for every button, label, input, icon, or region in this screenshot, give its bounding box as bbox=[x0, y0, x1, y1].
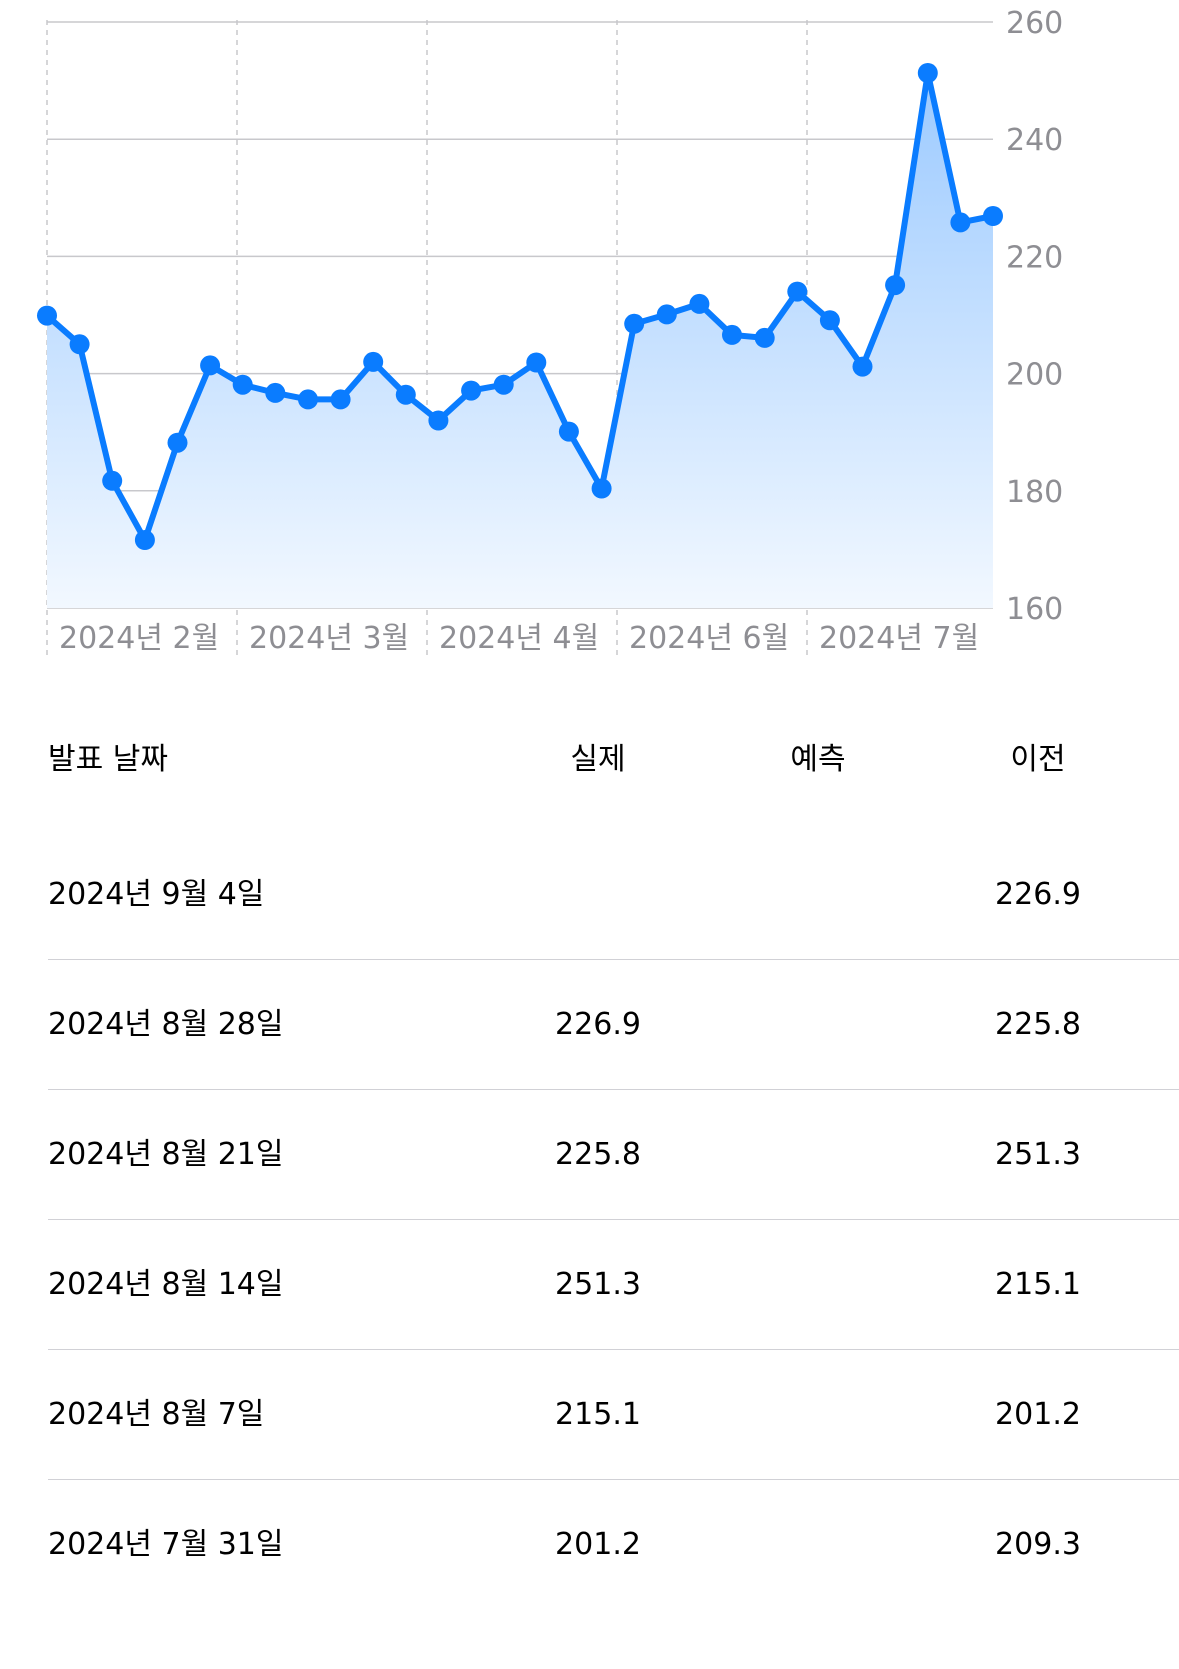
row-previous: 225.8 bbox=[995, 1007, 1081, 1042]
chart-data-point bbox=[558, 421, 579, 442]
chart-data-point bbox=[917, 63, 938, 83]
row-previous: 226.9 bbox=[995, 877, 1081, 912]
chart-data-point bbox=[885, 275, 906, 296]
chart-data-point bbox=[330, 389, 351, 410]
chart-data-point bbox=[689, 293, 710, 314]
chart-data-point bbox=[493, 374, 514, 395]
chart-data-point bbox=[37, 305, 57, 326]
line-chart: 260 240 220 200 180 160 2024년 2월 2024년 3월 2024년… bbox=[37, 6, 1063, 658]
chart-data-point bbox=[298, 389, 318, 410]
row-previous: 201.2 bbox=[995, 1397, 1081, 1432]
table-row: 2024년 8월 28일 226.9 225.8 bbox=[0, 975, 1179, 1105]
row-date: 2024년 7월 31일 bbox=[48, 1527, 284, 1562]
header-actual: 실제 bbox=[570, 742, 626, 777]
y-tick-label: 220 bbox=[1006, 240, 1063, 275]
row-previous: 215.1 bbox=[995, 1267, 1081, 1302]
row-divider bbox=[48, 959, 1179, 960]
row-previous: 251.3 bbox=[995, 1137, 1081, 1172]
header-previous: 이전 bbox=[1010, 742, 1066, 777]
y-tick-label: 260 bbox=[1006, 6, 1063, 41]
chart-data-point bbox=[819, 310, 840, 331]
history-table: 발표 날짜 실제 예측 이전 2024년 9월 4일 226.9 2024년 8… bbox=[0, 740, 1179, 1562]
row-actual: 201.2 bbox=[555, 1527, 641, 1562]
header-forecast: 예측 bbox=[790, 742, 846, 777]
x-tick-label: 2024년 3월 bbox=[249, 621, 409, 656]
table-row: 2024년 9월 4일 226.9 bbox=[0, 845, 1179, 975]
chart-data-point bbox=[983, 206, 1003, 226]
chart-data-point bbox=[232, 374, 253, 395]
x-tick-label: 2024년 7월 bbox=[819, 621, 979, 656]
row-date: 2024년 9월 4일 bbox=[48, 877, 265, 912]
chart-data-point bbox=[852, 356, 873, 377]
row-divider bbox=[48, 1349, 1179, 1350]
chart-data-point bbox=[461, 380, 482, 401]
chart-data-point bbox=[656, 304, 677, 325]
table-header: 발표 날짜 실제 예측 이전 bbox=[0, 740, 1179, 810]
chart-data-point bbox=[265, 382, 286, 403]
header-release-date: 발표 날짜 bbox=[48, 742, 168, 777]
chart-data-point bbox=[200, 355, 221, 376]
chart-data-point bbox=[167, 432, 188, 453]
chart-data-point bbox=[363, 351, 384, 372]
y-tick-label: 160 bbox=[1006, 592, 1063, 627]
chart-data-point bbox=[624, 313, 645, 334]
row-date: 2024년 8월 7일 bbox=[48, 1397, 265, 1432]
row-divider bbox=[48, 1479, 1179, 1480]
row-actual: 215.1 bbox=[555, 1397, 641, 1432]
table-row: 2024년 7월 31일 201.2 209.3 bbox=[0, 1495, 1179, 1625]
chart-data-point bbox=[428, 410, 449, 431]
x-tick-label: 2024년 2월 bbox=[59, 621, 219, 656]
x-tick-label: 2024년 4월 bbox=[439, 621, 599, 656]
row-actual: 226.9 bbox=[555, 1007, 641, 1042]
chart-data-point bbox=[754, 327, 775, 348]
x-tick-label: 2024년 6월 bbox=[629, 621, 789, 656]
row-actual: 225.8 bbox=[555, 1137, 641, 1172]
chart-data-point bbox=[102, 470, 123, 491]
chart-area-fill bbox=[47, 73, 993, 608]
row-divider bbox=[48, 1219, 1179, 1220]
table-row: 2024년 8월 21일 225.8 251.3 bbox=[0, 1105, 1179, 1235]
chart-data-point bbox=[950, 212, 971, 233]
row-divider bbox=[48, 1089, 1179, 1090]
row-date: 2024년 8월 28일 bbox=[48, 1007, 284, 1042]
chart-data-point bbox=[395, 384, 416, 405]
y-tick-label: 200 bbox=[1006, 358, 1063, 393]
row-date: 2024년 8월 14일 bbox=[48, 1267, 284, 1302]
row-actual: 251.3 bbox=[555, 1267, 641, 1302]
chart-data-point bbox=[722, 324, 742, 345]
y-tick-label: 180 bbox=[1006, 475, 1063, 510]
y-tick-label: 240 bbox=[1006, 123, 1063, 158]
table-row: 2024년 8월 14일 251.3 215.1 bbox=[0, 1235, 1179, 1365]
chart-data-point bbox=[591, 478, 612, 499]
chart-data-point bbox=[526, 352, 547, 373]
chart-data-point bbox=[69, 334, 90, 355]
row-previous: 209.3 bbox=[995, 1527, 1081, 1562]
table-row: 2024년 8월 7일 215.1 201.2 bbox=[0, 1365, 1179, 1495]
row-date: 2024년 8월 21일 bbox=[48, 1137, 284, 1172]
chart-data-point bbox=[134, 530, 155, 550]
chart-data-point bbox=[787, 281, 808, 302]
